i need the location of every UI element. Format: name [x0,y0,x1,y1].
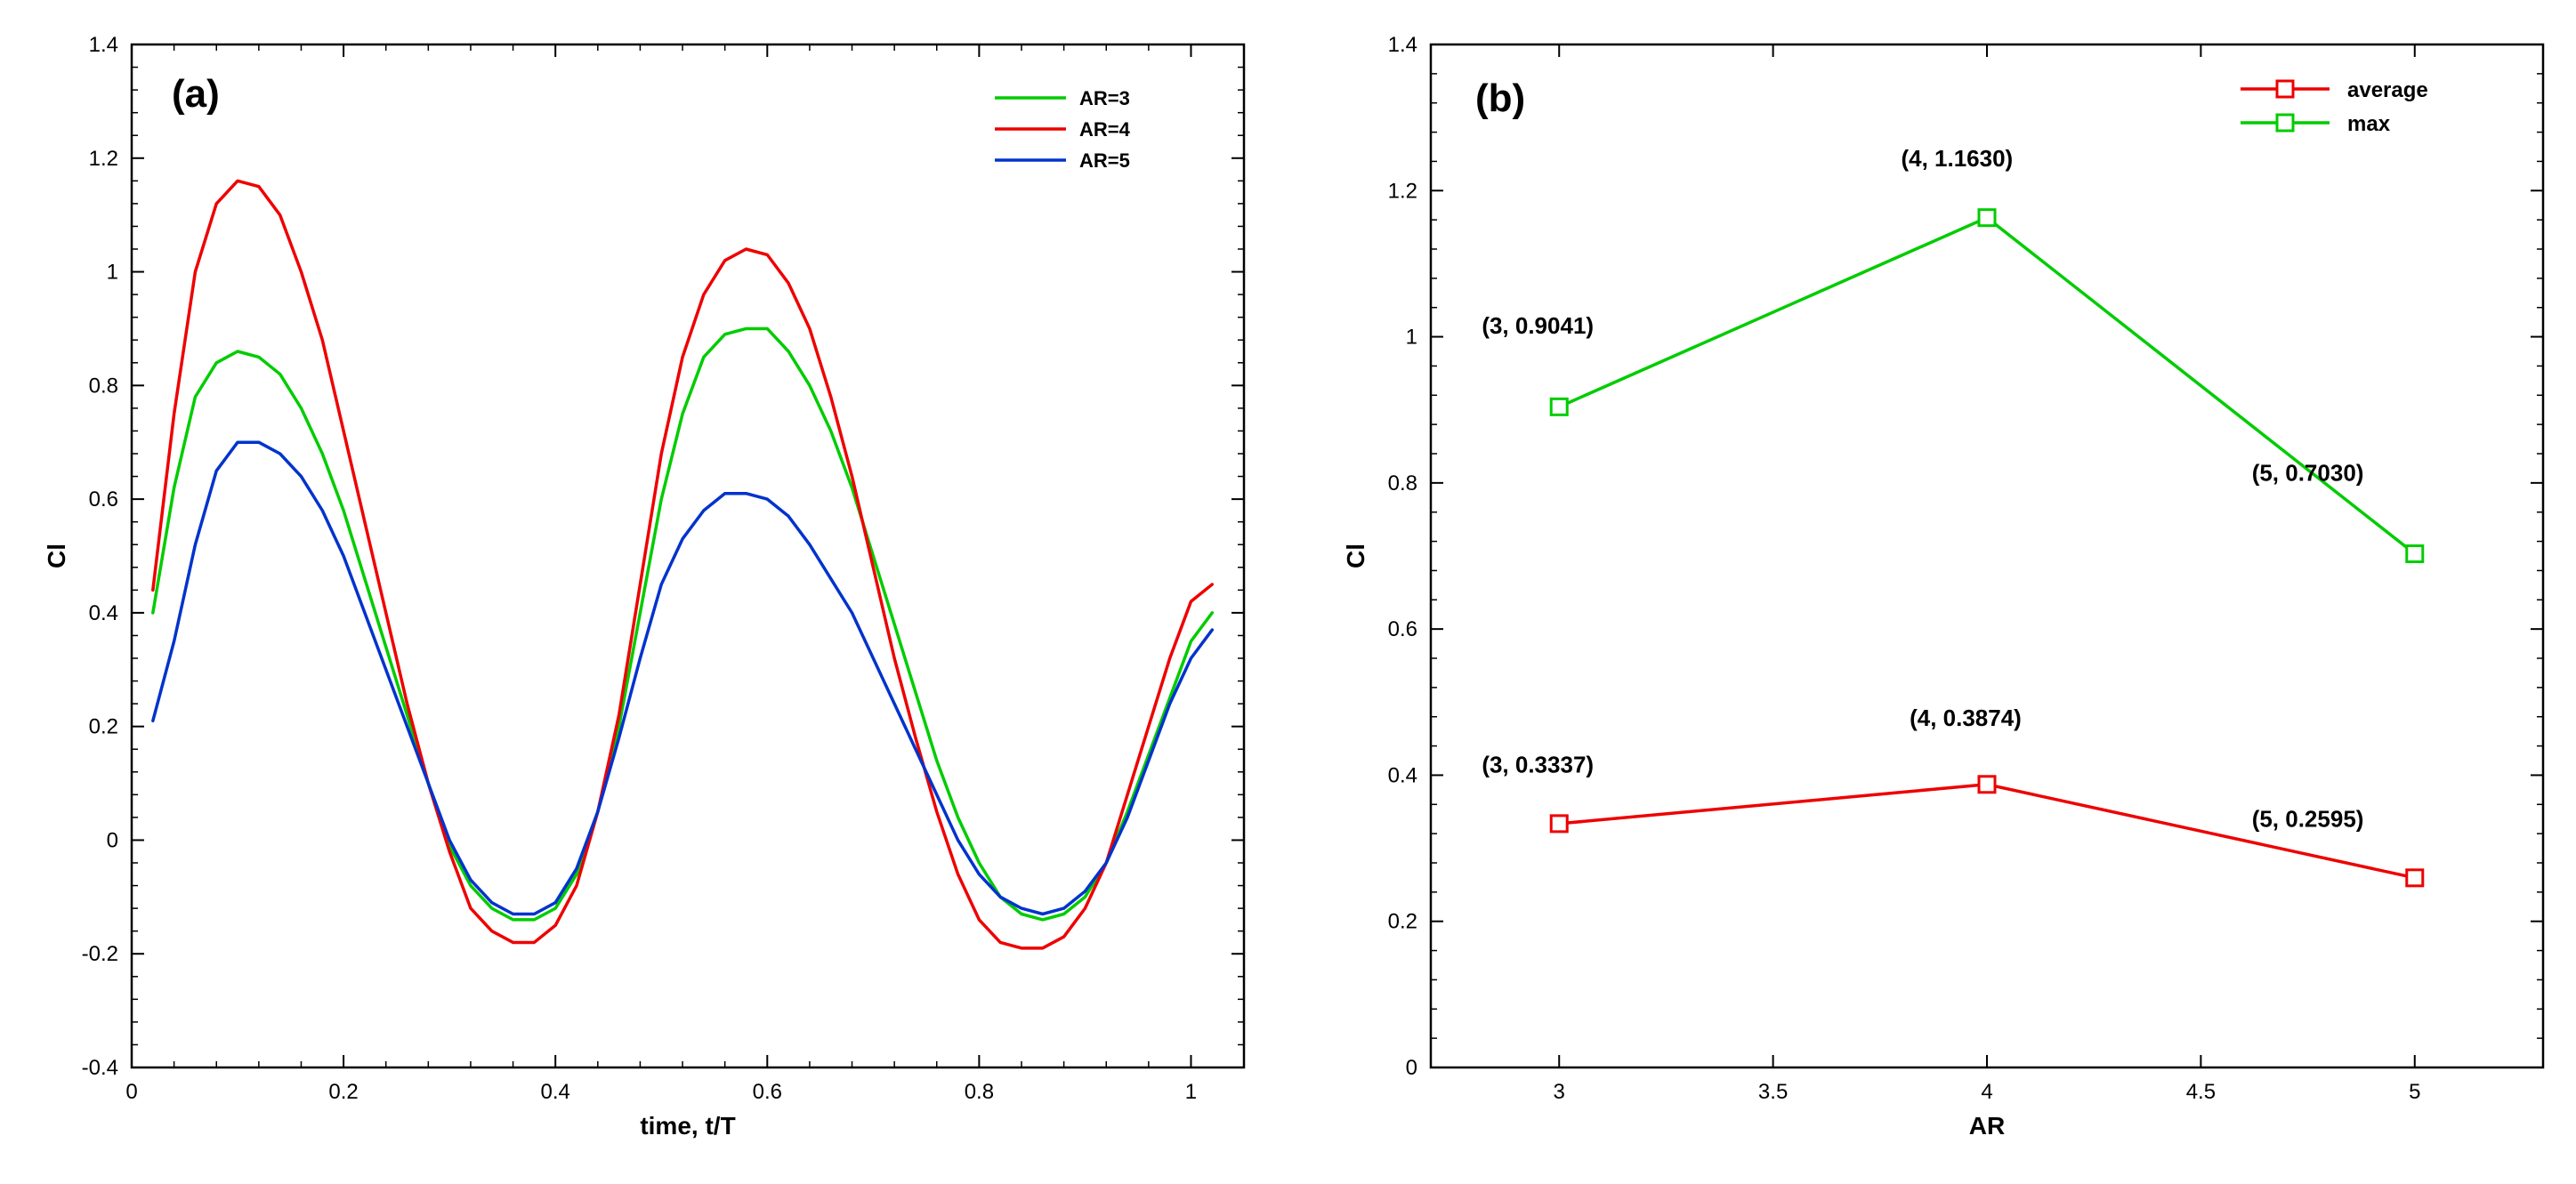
svg-text:(b): (b) [1475,77,1525,120]
svg-text:0.8: 0.8 [964,1080,993,1104]
svg-text:Cl: Cl [43,544,70,568]
panel-a: 0 0.2 0.4 0.6 0.8 1 -0.4 -0.2 0 0.2 0.4 0.6 0.8 1 1.2 1… [7,18,1271,1165]
svg-text:0.4: 0.4 [540,1080,569,1104]
svg-text:-0.4: -0.4 [81,1056,117,1080]
svg-text:0.4: 0.4 [88,601,117,625]
chart-container: 0 0.2 0.4 0.6 0.8 1 -0.4 -0.2 0 0.2 0.4 0.6 0.8 1 1.2 1… [18,18,2558,1165]
svg-text:3.5: 3.5 [1757,1080,1787,1104]
svg-text:(3, 0.3337): (3, 0.3337) [1482,751,1594,777]
panel-b-svg: 3 3.5 4 4.5 5 0 0.2 0.4 0.6 0.8 1 1.2 1.4 AR Cl (3, 0.3… [1306,18,2570,1165]
svg-text:AR=5: AR=5 [1079,149,1130,172]
svg-text:0.8: 0.8 [88,374,117,398]
svg-text:(4, 0.3874): (4, 0.3874) [1910,705,2022,731]
panel-a-svg: 0 0.2 0.4 0.6 0.8 1 -0.4 -0.2 0 0.2 0.4 0.6 0.8 1 1.2 1… [7,18,1271,1165]
svg-text:max: max [2347,112,2391,136]
svg-text:1.4: 1.4 [88,33,117,57]
svg-text:1: 1 [1184,1080,1196,1104]
svg-text:time, t/T: time, t/T [640,1112,735,1140]
svg-text:0: 0 [106,828,117,852]
svg-text:AR=4: AR=4 [1079,118,1131,141]
svg-text:average: average [2347,78,2428,102]
svg-text:1: 1 [106,261,117,285]
svg-text:0.2: 0.2 [328,1080,358,1104]
svg-text:3: 3 [1553,1080,1564,1104]
svg-text:(a): (a) [172,72,220,116]
svg-text:5: 5 [2409,1080,2420,1104]
svg-text:0.8: 0.8 [1387,471,1417,495]
svg-text:Cl: Cl [1342,544,1369,568]
svg-text:0: 0 [125,1080,137,1104]
svg-text:0.2: 0.2 [1387,910,1417,934]
svg-text:1.4: 1.4 [1387,33,1417,57]
panel-b: 3 3.5 4 4.5 5 0 0.2 0.4 0.6 0.8 1 1.2 1.4 AR Cl (3, 0.3… [1306,18,2570,1165]
svg-text:-0.2: -0.2 [81,942,117,966]
svg-text:1.2: 1.2 [88,147,117,171]
svg-text:(4, 1.1630): (4, 1.1630) [1901,145,2013,172]
svg-text:(5, 0.7030): (5, 0.7030) [2251,459,2363,486]
svg-text:(3, 0.9041): (3, 0.9041) [1482,312,1594,339]
svg-text:AR: AR [1968,1112,2004,1140]
svg-text:0.4: 0.4 [1387,763,1417,787]
svg-text:(5, 0.2595): (5, 0.2595) [2251,805,2363,832]
svg-text:AR=3: AR=3 [1079,87,1130,109]
svg-text:0.6: 0.6 [1387,617,1417,641]
svg-text:0: 0 [1405,1056,1417,1080]
svg-text:0.6: 0.6 [88,487,117,511]
svg-text:0.6: 0.6 [752,1080,781,1104]
svg-text:1: 1 [1405,326,1417,350]
svg-text:0.2: 0.2 [88,715,117,739]
svg-text:4: 4 [1981,1080,1992,1104]
svg-text:1.2: 1.2 [1387,179,1417,203]
svg-text:4.5: 4.5 [2185,1080,2215,1104]
